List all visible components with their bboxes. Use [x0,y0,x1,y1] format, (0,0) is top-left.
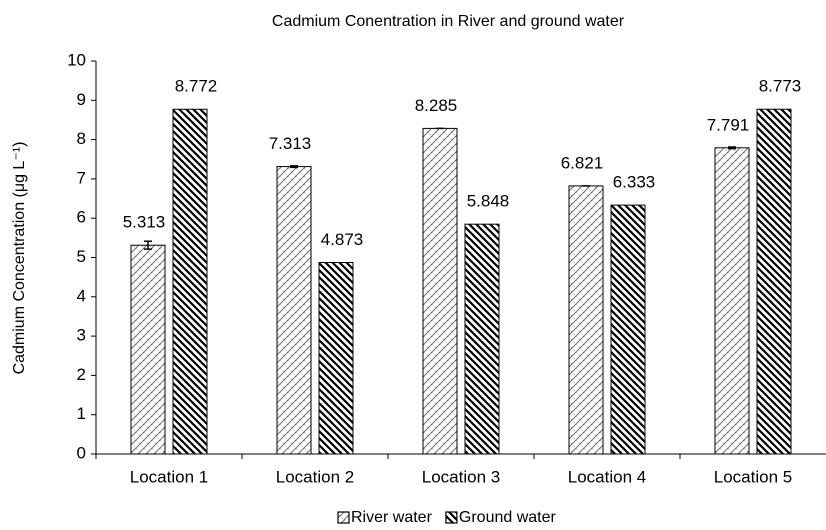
data-label: 6.333 [613,173,656,192]
bar [756,108,792,455]
data-label: 4.873 [321,230,364,249]
data-label: 5.848 [467,192,510,211]
legend-label: River water [351,509,433,526]
y-tick-label: 8 [77,129,86,148]
legend-swatch [445,511,458,524]
bar [610,204,646,455]
data-label: 5.313 [123,213,166,232]
chart-title: Cadmium Conentration in River and ground… [272,13,625,30]
error-bar [290,165,298,169]
legend-swatch [337,511,350,524]
bar [464,223,500,455]
y-tick-label: 7 [77,168,86,187]
data-label: 6.821 [561,153,604,172]
data-label: 7.313 [269,134,312,153]
data-label: 8.772 [175,77,218,96]
y-axis-label: Cadmium Concentration (μg L⁻¹) [11,142,28,375]
x-tick-label: Location 5 [714,467,792,486]
data-label: 8.285 [415,96,458,115]
y-tick-label: 9 [77,90,86,109]
y-tick-label: 5 [77,247,86,266]
x-tick-label: Location 3 [422,467,500,486]
y-tick-label: 4 [77,286,86,305]
x-tick-label: Location 4 [568,467,646,486]
data-label: 8.773 [759,77,802,96]
y-tick-label: 6 [77,208,86,227]
bar [714,147,750,455]
y-tick-label: 0 [77,443,86,462]
bar [130,244,166,455]
y-tick-label: 10 [67,50,86,69]
data-label: 7.791 [707,115,750,134]
bar [276,166,312,455]
error-bar [728,146,736,150]
legend-label: Ground water [459,509,557,526]
bar [172,108,208,455]
bar [422,127,458,455]
y-tick-label: 2 [77,365,86,384]
y-tick-label: 1 [77,404,86,423]
x-tick-label: Location 2 [276,467,354,486]
y-tick-label: 3 [77,326,86,345]
x-tick-label: Location 1 [130,467,208,486]
bar [568,185,604,455]
bar [318,261,354,455]
error-bar [144,240,152,250]
